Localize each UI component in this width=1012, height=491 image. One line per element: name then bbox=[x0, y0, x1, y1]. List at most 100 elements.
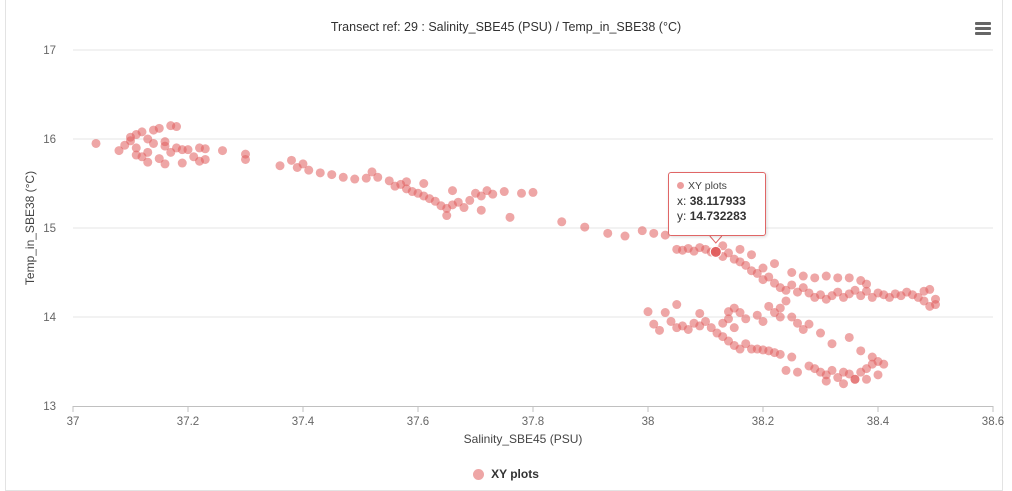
data-point bbox=[844, 332, 854, 342]
data-point bbox=[810, 273, 820, 283]
data-point bbox=[758, 263, 768, 273]
data-point bbox=[741, 314, 751, 324]
data-point bbox=[660, 308, 670, 318]
data-point bbox=[131, 150, 141, 160]
data-point bbox=[649, 319, 659, 329]
data-point bbox=[752, 268, 762, 278]
data-point bbox=[505, 212, 515, 222]
data-point bbox=[304, 165, 314, 175]
data-point bbox=[200, 144, 210, 154]
tooltip-x-label: x: bbox=[677, 194, 687, 208]
y-tick-label: 15 bbox=[43, 223, 56, 235]
data-point bbox=[367, 167, 377, 177]
data-point bbox=[448, 186, 457, 196]
data-point bbox=[419, 179, 429, 188]
data-points bbox=[91, 121, 940, 389]
data-point bbox=[925, 301, 935, 311]
chart-title: Transect ref: 29 : Salinity_SBE45 (PSU) … bbox=[330, 20, 682, 34]
data-point bbox=[655, 325, 664, 335]
x-tick-label: 37.6 bbox=[407, 416, 429, 428]
data-point bbox=[528, 187, 538, 197]
x-tick-label: 37.2 bbox=[177, 416, 199, 428]
data-point bbox=[143, 147, 153, 157]
tooltip-y-value: 14.732283 bbox=[689, 209, 747, 223]
data-point bbox=[850, 374, 860, 384]
axes bbox=[72, 406, 994, 412]
data-point bbox=[517, 188, 526, 198]
legend-label: XY plots bbox=[491, 467, 539, 481]
data-point bbox=[827, 365, 837, 375]
data-point bbox=[126, 136, 135, 146]
data-point bbox=[177, 158, 187, 168]
data-point bbox=[275, 161, 285, 171]
data-point bbox=[476, 205, 486, 215]
data-point bbox=[735, 244, 745, 254]
data-point bbox=[735, 344, 745, 354]
x-axis-label: Salinity_SBE45 (PSU) bbox=[464, 432, 583, 446]
data-point bbox=[770, 259, 779, 269]
y-tick-label: 16 bbox=[43, 134, 56, 146]
tooltip-x-value: 38.117933 bbox=[689, 194, 746, 208]
x-tick-label: 38.6 bbox=[982, 416, 1004, 428]
data-point bbox=[114, 146, 124, 156]
data-point bbox=[798, 283, 808, 293]
data-point bbox=[154, 154, 164, 164]
data-point bbox=[402, 177, 411, 187]
grid-lines bbox=[73, 49, 993, 318]
data-point bbox=[781, 285, 791, 295]
data-point bbox=[384, 176, 394, 186]
data-point bbox=[787, 352, 797, 362]
data-point bbox=[741, 260, 751, 270]
data-point bbox=[131, 143, 141, 153]
data-point bbox=[476, 191, 486, 201]
data-point bbox=[459, 203, 469, 213]
legend-item-xy-plots[interactable]: XY plots bbox=[473, 467, 539, 481]
y-axis-label: Temp_in_SBE38 (°C) bbox=[23, 171, 37, 285]
data-point bbox=[350, 174, 360, 184]
data-point bbox=[827, 339, 837, 349]
data-point bbox=[465, 195, 475, 205]
data-point bbox=[91, 138, 101, 148]
x-tick-label: 38.4 bbox=[867, 416, 890, 428]
y-tick-label: 14 bbox=[43, 312, 56, 324]
chart-menu-button[interactable] bbox=[973, 20, 993, 38]
data-point bbox=[793, 318, 802, 328]
data-point bbox=[862, 279, 871, 289]
data-point bbox=[683, 324, 693, 334]
x-tick-labels: 37 37.2 37.4 37.6 37.8 38 38.2 38.4 38.6 bbox=[67, 416, 1005, 428]
data-point bbox=[764, 301, 774, 311]
data-point bbox=[160, 137, 170, 147]
data-point bbox=[724, 248, 733, 258]
data-point bbox=[862, 374, 871, 384]
data-point bbox=[729, 323, 739, 333]
hovered-data-point[interactable] bbox=[709, 245, 722, 258]
chart-container bbox=[5, 0, 1003, 491]
x-tick-label: 37.4 bbox=[292, 416, 315, 428]
x-tick-label: 38 bbox=[642, 416, 655, 428]
data-point bbox=[373, 172, 383, 182]
data-point bbox=[821, 271, 831, 281]
data-point bbox=[781, 365, 791, 375]
data-point bbox=[833, 373, 843, 383]
data-point bbox=[672, 300, 682, 310]
data-point bbox=[787, 312, 797, 322]
data-point bbox=[833, 273, 843, 283]
data-point bbox=[172, 122, 181, 132]
data-point bbox=[724, 307, 733, 317]
data-point bbox=[643, 307, 653, 317]
data-point bbox=[724, 314, 733, 324]
data-point bbox=[660, 230, 670, 240]
tooltip-y-label: y: bbox=[677, 209, 687, 223]
data-point bbox=[361, 173, 371, 183]
data-point bbox=[200, 154, 210, 164]
data-point bbox=[706, 323, 716, 333]
data-point bbox=[701, 316, 710, 326]
data-point bbox=[453, 197, 463, 207]
data-point bbox=[488, 189, 498, 199]
data-point bbox=[844, 273, 854, 283]
data-point bbox=[787, 280, 797, 290]
tooltip-series-name: XY plots bbox=[688, 180, 727, 192]
data-point bbox=[752, 310, 762, 320]
data-point bbox=[718, 241, 728, 251]
data-point bbox=[856, 346, 866, 356]
